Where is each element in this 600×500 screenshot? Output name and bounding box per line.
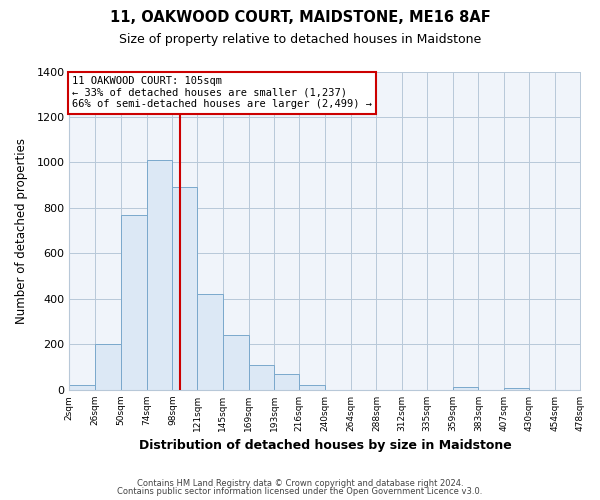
Bar [70,386,95,390]
Bar [299,386,325,390]
X-axis label: Distribution of detached houses by size in Maidstone: Distribution of detached houses by size … [139,440,511,452]
Bar [146,160,172,390]
Bar [274,374,299,390]
Text: Contains public sector information licensed under the Open Government Licence v3: Contains public sector information licen… [118,487,482,496]
Text: Size of property relative to detached houses in Maidstone: Size of property relative to detached ho… [119,32,481,46]
Text: Contains HM Land Registry data © Crown copyright and database right 2024.: Contains HM Land Registry data © Crown c… [137,478,463,488]
Bar [95,344,121,390]
Bar [197,294,223,390]
Bar [453,386,478,390]
Bar [172,188,197,390]
Bar [504,388,529,390]
Bar [121,215,146,390]
Bar [223,336,248,390]
Y-axis label: Number of detached properties: Number of detached properties [15,138,28,324]
Text: 11, OAKWOOD COURT, MAIDSTONE, ME16 8AF: 11, OAKWOOD COURT, MAIDSTONE, ME16 8AF [110,10,490,25]
Bar [248,365,274,390]
Text: 11 OAKWOOD COURT: 105sqm
← 33% of detached houses are smaller (1,237)
66% of sem: 11 OAKWOOD COURT: 105sqm ← 33% of detach… [72,76,372,110]
